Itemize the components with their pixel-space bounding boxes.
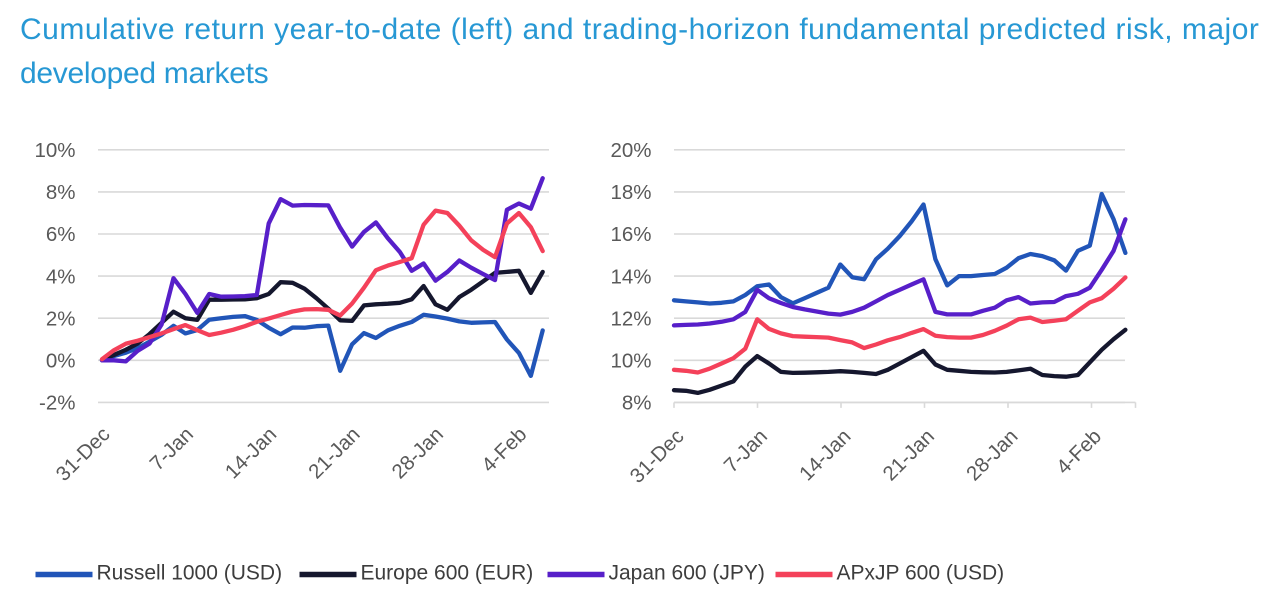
svg-text:APxJP 600 (USD): APxJP 600 (USD) bbox=[837, 562, 1005, 585]
svg-text:14-Jan: 14-Jan bbox=[221, 423, 282, 484]
svg-text:8%: 8% bbox=[622, 392, 652, 415]
svg-text:Russell 1000 (USD): Russell 1000 (USD) bbox=[97, 562, 283, 585]
svg-text:7-Jan: 7-Jan bbox=[145, 423, 198, 476]
svg-text:Europe 600 (EUR): Europe 600 (EUR) bbox=[361, 562, 534, 585]
svg-text:6%: 6% bbox=[46, 223, 76, 246]
svg-text:14%: 14% bbox=[610, 265, 651, 288]
svg-text:20%: 20% bbox=[610, 139, 651, 162]
svg-text:16%: 16% bbox=[610, 223, 651, 246]
svg-text:18%: 18% bbox=[610, 181, 651, 204]
svg-text:28-Jan: 28-Jan bbox=[387, 423, 448, 484]
svg-text:Japan 600 (JPY): Japan 600 (JPY) bbox=[609, 562, 765, 585]
svg-text:14-Jan: 14-Jan bbox=[795, 425, 856, 486]
svg-text:0%: 0% bbox=[46, 350, 76, 373]
svg-text:10%: 10% bbox=[34, 139, 75, 162]
svg-text:21-Jan: 21-Jan bbox=[304, 423, 365, 484]
svg-text:2%: 2% bbox=[46, 307, 76, 330]
svg-text:21-Jan: 21-Jan bbox=[878, 425, 939, 486]
svg-text:28-Jan: 28-Jan bbox=[962, 425, 1023, 486]
svg-text:4-Feb: 4-Feb bbox=[477, 423, 531, 477]
svg-text:12%: 12% bbox=[610, 307, 651, 330]
svg-text:7-Jan: 7-Jan bbox=[720, 425, 773, 478]
svg-text:10%: 10% bbox=[610, 350, 651, 373]
svg-text:8%: 8% bbox=[46, 181, 76, 204]
svg-text:31-Dec: 31-Dec bbox=[626, 425, 689, 488]
svg-text:4%: 4% bbox=[46, 265, 76, 288]
svg-text:4-Feb: 4-Feb bbox=[1052, 425, 1106, 479]
svg-text:31-Dec: 31-Dec bbox=[52, 423, 115, 486]
svg-text:-2%: -2% bbox=[39, 392, 75, 415]
